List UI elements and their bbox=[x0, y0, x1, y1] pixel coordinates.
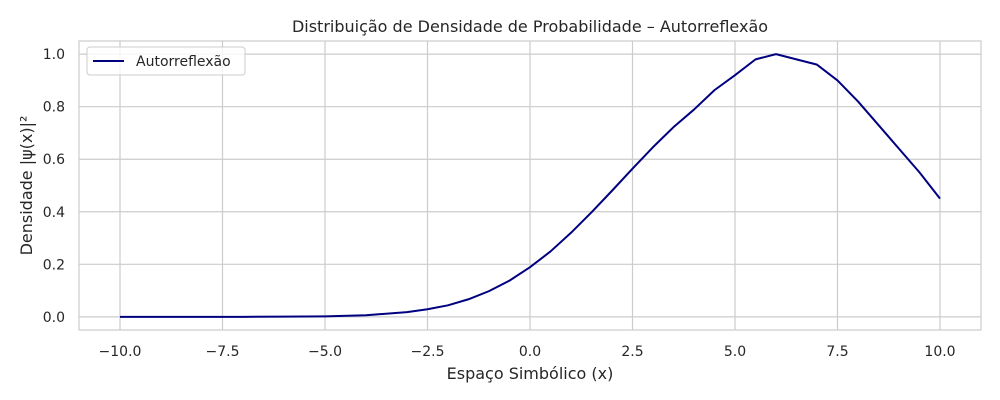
y-tick-label: 1.0 bbox=[43, 47, 65, 63]
legend-box bbox=[86, 46, 246, 76]
legend: Autorreflexão bbox=[86, 46, 246, 76]
y-tick-label: 0.2 bbox=[43, 257, 65, 273]
x-tick-label: 5.0 bbox=[724, 344, 746, 360]
x-axis-label: Espaço Simbólico (x) bbox=[447, 364, 614, 383]
x-tick-label: 2.5 bbox=[621, 344, 643, 360]
x-tick-label: −5.0 bbox=[308, 344, 342, 360]
x-tick-label: 7.5 bbox=[826, 344, 848, 360]
series-line-autorreflexao bbox=[120, 53, 941, 318]
plot-frame bbox=[78, 40, 982, 331]
chart-title: Distribuição de Densidade de Probabilida… bbox=[292, 17, 768, 36]
y-tick-label: 0.8 bbox=[43, 100, 65, 116]
legend-label-autorreflexao: Autorreflexão bbox=[136, 54, 231, 70]
x-tick-label: 10.0 bbox=[924, 344, 955, 360]
y-tick-label: 0.0 bbox=[43, 310, 65, 326]
grid-lines bbox=[79, 41, 981, 330]
y-tick-label: 0.6 bbox=[43, 152, 65, 168]
series-layer bbox=[120, 53, 941, 318]
x-tick-label: −10.0 bbox=[99, 344, 142, 360]
x-tick-label: 0.0 bbox=[519, 344, 541, 360]
y-axis-ticks: 0.0 0.2 0.4 0.6 0.8 1.0 bbox=[43, 47, 65, 326]
x-axis-ticks: −10.0 −7.5 −5.0 −2.5 0.0 2.5 5.0 7.5 10.0 bbox=[99, 344, 956, 360]
y-tick-label: 0.4 bbox=[43, 205, 65, 221]
x-tick-label: −7.5 bbox=[206, 344, 240, 360]
x-tick-label: −2.5 bbox=[411, 344, 445, 360]
y-axis-label: Densidade |ψ(x)|² bbox=[17, 116, 36, 256]
